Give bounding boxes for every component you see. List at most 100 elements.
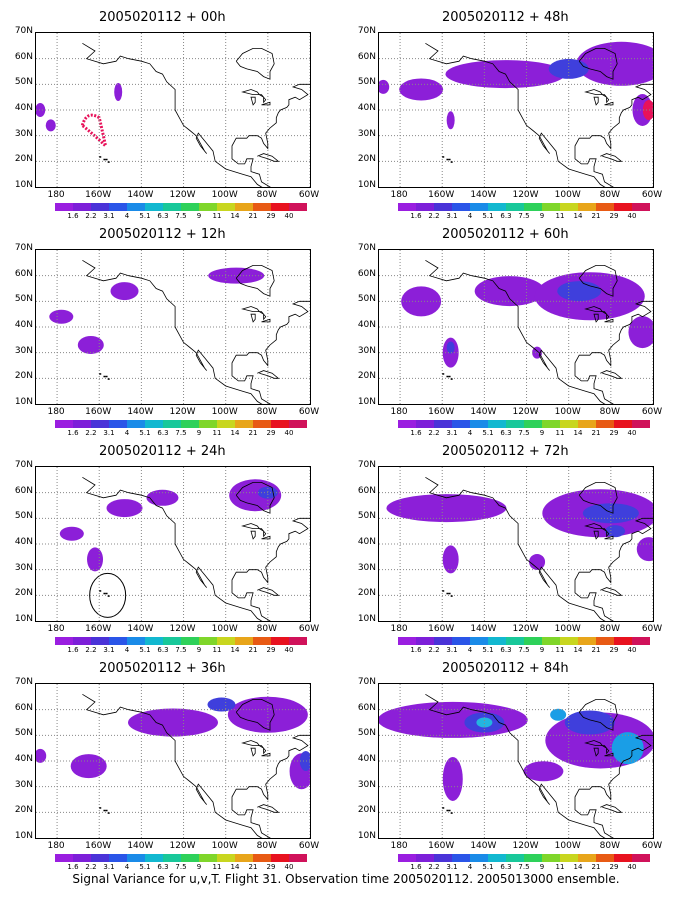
colorbar-swatch bbox=[470, 637, 488, 645]
latitude-label: 10N bbox=[357, 831, 376, 841]
colorbar-swatch bbox=[506, 420, 524, 428]
colorbar-label: 14 bbox=[573, 429, 583, 437]
latitude-label: 10N bbox=[14, 397, 33, 407]
colorbar-label: 4 bbox=[124, 646, 130, 654]
colorbar-label: 40 bbox=[284, 212, 294, 220]
colorbar-swatch bbox=[73, 854, 91, 862]
colorbar-swatch bbox=[199, 637, 217, 645]
colorbar-label: 40 bbox=[627, 863, 637, 871]
colorbar-label: 4 bbox=[124, 863, 130, 871]
colorbar-swatch bbox=[632, 203, 650, 211]
colorbar-swatch bbox=[614, 203, 632, 211]
colorbar-swatch bbox=[542, 854, 560, 862]
latitude-label: 40N bbox=[14, 320, 33, 330]
colorbar-label: 3.1 bbox=[446, 646, 458, 654]
latitude-label: 40N bbox=[357, 103, 376, 113]
latitude-label: 40N bbox=[357, 537, 376, 547]
colorbar-swatch bbox=[398, 637, 416, 645]
hawaii-island bbox=[448, 375, 451, 378]
colorbar-swatch bbox=[73, 420, 91, 428]
variance-contour bbox=[399, 78, 444, 101]
latitude-label: 70N bbox=[357, 677, 376, 687]
hudson-bay-outline bbox=[235, 482, 275, 514]
colorbar-label: 5.1 bbox=[482, 863, 494, 871]
colorbar-swatch bbox=[289, 854, 307, 862]
longitude-label: 80W bbox=[256, 190, 278, 200]
colorbar-swatch bbox=[434, 854, 452, 862]
colorbar-swatch bbox=[73, 203, 91, 211]
colorbar-label: 6.3 bbox=[500, 212, 512, 220]
colorbar-label: 11 bbox=[555, 212, 565, 220]
variance-contour bbox=[529, 553, 546, 570]
longitude-label: 120W bbox=[169, 624, 196, 634]
longitude-label: 100W bbox=[211, 190, 238, 200]
hawaii-island bbox=[99, 590, 102, 592]
colorbar-label: 2.2 bbox=[428, 212, 440, 220]
map-frame bbox=[378, 683, 654, 839]
hawaii-island bbox=[450, 595, 453, 597]
hawaii-island bbox=[448, 158, 451, 161]
longitude-label: 80W bbox=[256, 407, 278, 417]
colorbar-swatch bbox=[145, 420, 163, 428]
latitude-label: 60N bbox=[357, 268, 376, 279]
longitude-label: 100W bbox=[554, 624, 581, 634]
panel-title: 2005020112 + 84h bbox=[442, 661, 569, 676]
colorbar-label: 29 bbox=[266, 646, 276, 654]
colorbar-label: 5.1 bbox=[139, 212, 151, 220]
hawaii-island bbox=[442, 373, 445, 375]
colorbar-label: 40 bbox=[284, 646, 294, 654]
colorbar-label: 1.6 bbox=[67, 863, 79, 871]
cuba-outline bbox=[257, 804, 280, 813]
latitude-label: 60N bbox=[357, 702, 376, 713]
colorbar-label: 3.1 bbox=[446, 212, 458, 220]
hawaii-island bbox=[450, 161, 453, 163]
latitude-label: 40N bbox=[357, 754, 376, 764]
colorbar-label: 3.1 bbox=[103, 429, 115, 437]
colorbar-swatch bbox=[524, 203, 542, 211]
variance-contour bbox=[582, 503, 639, 524]
hawaii-island bbox=[105, 158, 108, 161]
variance-contour bbox=[442, 756, 463, 801]
colorbar-label: 6.3 bbox=[157, 212, 169, 220]
longitude-label: 160W bbox=[428, 624, 455, 634]
colorbar-label: 40 bbox=[627, 212, 637, 220]
longitude-label: 140W bbox=[470, 407, 497, 417]
longitude-label: 60W bbox=[298, 407, 320, 417]
great-lakes-outline bbox=[241, 740, 271, 757]
variance-contour bbox=[49, 309, 74, 324]
colorbar-label: 40 bbox=[627, 429, 637, 437]
colorbar-label: 7.5 bbox=[175, 646, 187, 654]
latitude-label: 60N bbox=[14, 268, 33, 279]
colorbar-label: 6.3 bbox=[500, 863, 512, 871]
longitude-label: 140W bbox=[470, 841, 497, 851]
colorbar-swatch bbox=[217, 637, 235, 645]
map-frame bbox=[35, 32, 311, 188]
colorbar-label: 11 bbox=[212, 863, 222, 871]
hawaii-island bbox=[442, 156, 445, 158]
colorbar-label: 4 bbox=[124, 212, 130, 220]
coastline bbox=[425, 259, 653, 404]
variance-contour bbox=[70, 754, 107, 779]
colorbar-swatch bbox=[109, 420, 127, 428]
colorbar-label: 14 bbox=[230, 646, 240, 654]
hawaii-island bbox=[448, 592, 451, 595]
longitude-label: 180 bbox=[390, 190, 408, 200]
longitude-label: 80W bbox=[599, 190, 621, 200]
variance-contour bbox=[87, 547, 104, 572]
hawaii-island bbox=[103, 375, 106, 378]
longitude-label: 180 bbox=[390, 624, 408, 634]
latitude-label: 10N bbox=[14, 180, 33, 190]
longitude-label: 120W bbox=[512, 624, 539, 634]
latitude-label: 20N bbox=[357, 588, 376, 599]
colorbar-swatch bbox=[109, 203, 127, 211]
longitude-label: 180 bbox=[47, 190, 65, 200]
latitude-label: 30N bbox=[14, 779, 33, 790]
colorbar-swatch bbox=[127, 203, 145, 211]
latitude-label: 60N bbox=[14, 485, 33, 496]
longitude-label: 100W bbox=[554, 841, 581, 851]
colorbar-swatch bbox=[524, 637, 542, 645]
colorbar-label: 6.3 bbox=[500, 646, 512, 654]
longitude-label: 160W bbox=[85, 190, 112, 200]
colorbar-swatch bbox=[271, 420, 289, 428]
colorbar-label: 9 bbox=[196, 429, 202, 437]
